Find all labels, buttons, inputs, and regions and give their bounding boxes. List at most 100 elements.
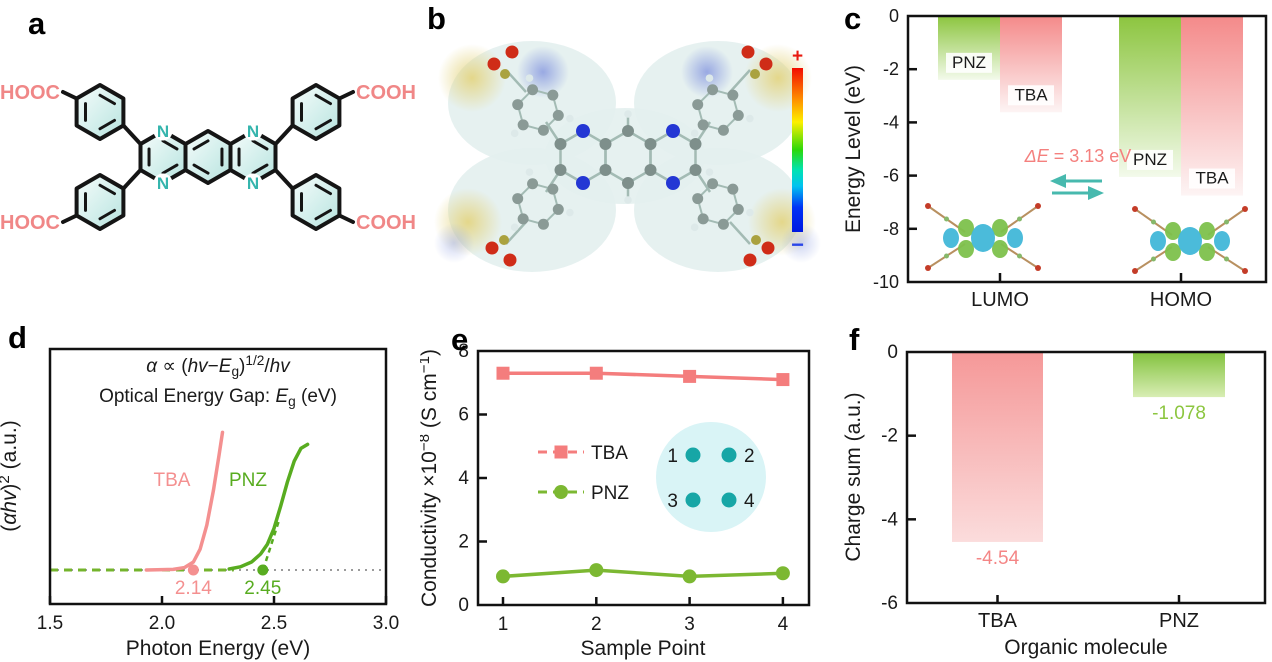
tba-gap-marker (187, 564, 199, 576)
carbon-atom (717, 124, 729, 136)
oxygen-dot (1132, 268, 1138, 274)
y-tick-label: -8 (883, 219, 899, 239)
carbon-atom (622, 177, 634, 189)
aromatic-ring (290, 173, 342, 231)
inset-dot-label: 1 (667, 446, 678, 467)
series-line-pnz (502, 568, 783, 579)
hydrogen-atom (705, 168, 714, 176)
oxygen-atom (487, 57, 501, 71)
single-bond (61, 90, 79, 101)
carbon-atom (644, 164, 657, 176)
arrow-head (1050, 174, 1066, 188)
double-bond-line (98, 208, 116, 221)
panel-c: c PNZ TBA PNZ TBA ΔE = 3.13 eV 0 -2 -4 -6 -8 -10 LU… (840, 0, 1272, 311)
carbon-atom (517, 119, 529, 131)
bar-pnz (1133, 352, 1225, 398)
carbon-atom (517, 213, 529, 225)
x-tick-label: PNZ (1159, 610, 1199, 632)
y-tick-label: 0 (887, 342, 898, 363)
molecule-skeleton (61, 83, 355, 231)
aromatic-ring (183, 129, 233, 185)
carbon-dot (1224, 219, 1229, 225)
bar-label-pnz: PNZ (952, 53, 986, 72)
panel-label-b: b (427, 1, 446, 36)
single-bond (121, 168, 143, 191)
carboxyl-label-top-left: HOOC (0, 82, 60, 104)
plot-box (48, 347, 388, 606)
oxygen-dot (925, 265, 931, 271)
y-tick-label: -2 (883, 59, 899, 79)
orbital-lobe (1199, 243, 1215, 261)
y-tick-label: -2 (881, 426, 898, 447)
carbon-atom (554, 138, 567, 150)
esp-surface-center (545, 108, 705, 204)
x-tick-label: 1 (498, 614, 509, 635)
oxygen-atom (485, 241, 499, 255)
carbon-dot (1017, 216, 1022, 222)
double-bond-line (251, 163, 269, 175)
single-bond (273, 123, 295, 146)
hydrogen-atom (510, 129, 519, 138)
x-axis-title: Sample Point (581, 637, 706, 660)
carbon-atom (689, 164, 702, 176)
hydrogen-atom (510, 223, 519, 232)
bar-tba (952, 352, 1043, 542)
nitrogen-atom-label: N (157, 122, 169, 141)
carbon-atom (599, 138, 612, 150)
y-tick-label: -4 (883, 112, 899, 132)
hydrogen-atom (624, 196, 632, 204)
absorption-curve-pnz (227, 442, 310, 571)
data-point-pnz-4 (775, 566, 790, 581)
y-tick-label: -10 (873, 272, 899, 292)
y-axis-title: (αhv)2 (a.u.) (0, 420, 21, 531)
nitrogen-atom (666, 124, 680, 138)
delta-e-annotation: ΔE = 3.13 eV (1024, 146, 1132, 166)
aromatic-ring (290, 83, 342, 141)
tba-curve-label: TBA (154, 470, 191, 491)
panel-label-e: e (451, 322, 469, 357)
double-bond-line (192, 139, 210, 151)
bar-label-pnz: PNZ (1133, 150, 1167, 169)
y-tick-label: -4 (881, 509, 898, 530)
series-line-tba (503, 371, 783, 382)
double-bond-line (314, 93, 332, 106)
single-bond (121, 123, 143, 146)
data-point-pnz-2 (589, 563, 604, 578)
arrow-head (1088, 186, 1104, 200)
carbon-atom (717, 218, 729, 230)
oxygen-atom (743, 253, 757, 267)
double-bond-line (314, 118, 332, 131)
sample-point-inset (656, 422, 766, 532)
oxygen-atom (741, 45, 755, 59)
panel-b: b + − (420, 0, 840, 310)
nitrogen-atom-label: N (247, 174, 259, 193)
carbon-dot (1224, 256, 1229, 262)
inset-dot-3 (685, 492, 701, 508)
carbon-atom (547, 89, 559, 101)
panel-d: d 2.14 2.45 TBA PNZ 1.5 2.0 2.5 3.0 α ∝ (hv−Eg)1… (0, 310, 420, 662)
esp-negative-region (434, 223, 474, 263)
orbital-lobe (1178, 227, 1202, 255)
panel-label-f: f (849, 322, 860, 357)
single-bond (337, 213, 355, 224)
inset-dot-4 (721, 492, 737, 508)
plot-box (906, 14, 1268, 284)
bar-value-tba: -4.54 (976, 548, 1020, 569)
carbon-atom (622, 125, 634, 137)
nitrogen-atom-label: N (247, 122, 259, 141)
pnz-gap-marker (257, 564, 269, 576)
y-tick-label: 4 (458, 468, 469, 489)
sulfur-atom (750, 69, 760, 79)
orbital-lobe (1150, 231, 1166, 251)
bond-stick (505, 221, 527, 245)
x-axis-title: Organic molecule (1004, 636, 1167, 659)
panel-e: e 1 2 3 4 TBA PNZ 0 2 4 6 8 1 2 3 4 Sample Point Conduct… (416, 310, 840, 662)
hydrogen-atom (525, 74, 534, 82)
nitrogen-atom (576, 124, 590, 138)
x-tick-label: 2.0 (149, 613, 175, 634)
carbon-atom (697, 213, 709, 225)
carbon-atom (552, 203, 564, 215)
oxygen-dot (1035, 203, 1041, 209)
y-tick-label: 0 (458, 595, 469, 616)
